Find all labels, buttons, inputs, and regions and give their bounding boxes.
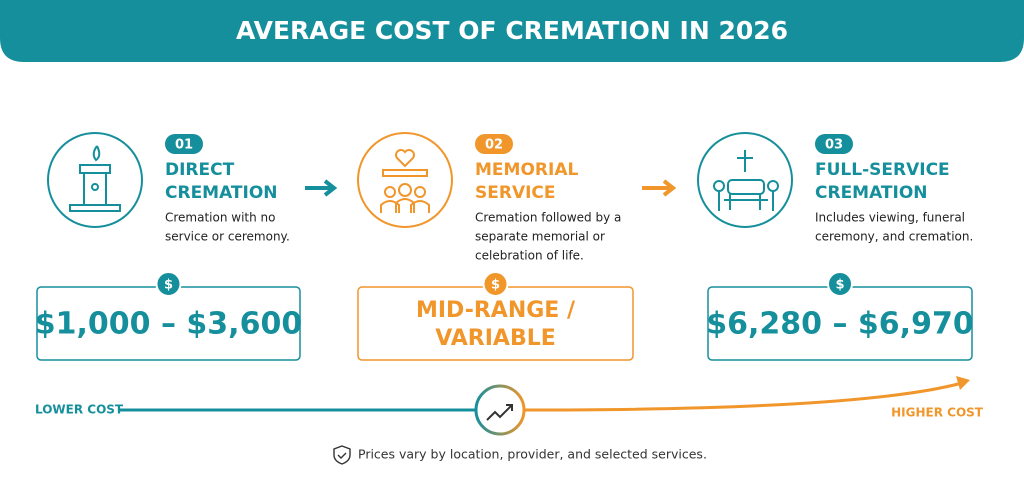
step-badge — [475, 134, 513, 154]
cost-icon-circle — [827, 271, 853, 297]
step-description: Cremation with no — [165, 211, 276, 225]
step-badge — [165, 134, 203, 154]
step-description: Includes viewing, funeral — [815, 211, 965, 225]
shield-icon — [333, 445, 351, 465]
step-description: celebration of life. — [475, 249, 584, 263]
icon-circle — [47, 132, 143, 228]
memorial-icon — [380, 149, 430, 213]
step-description: ceremony, and cremation. — [815, 230, 973, 244]
cost-icon: $ — [164, 278, 173, 293]
cost-text: $6,280 – $6,970 — [706, 307, 973, 342]
cost-icon-circle — [482, 271, 509, 297]
step-description: Cremation followed by a — [475, 211, 621, 225]
footnote: Prices vary by location, provider, and s… — [358, 447, 707, 462]
urn-icon — [69, 145, 121, 212]
low-label: LOWER COST — [35, 403, 124, 417]
step-number: 01 — [175, 138, 193, 153]
step-number: 02 — [485, 138, 503, 153]
step-title: FULL-SERVICE — [815, 160, 950, 180]
page-title: AVERAGE COST OF CREMATION IN 2026 — [236, 16, 788, 45]
icons — [47, 132, 793, 228]
cost-text: MID-RANGE / — [416, 298, 576, 323]
step-title: DIRECT — [165, 160, 235, 180]
step-number: 03 — [825, 138, 843, 153]
trend-icon — [486, 404, 513, 421]
cost-icon-circle — [155, 271, 182, 297]
step-title: CREMATION — [165, 183, 278, 203]
cost-text: $1,000 – $3,600 — [35, 307, 302, 342]
step-title: SERVICE — [475, 183, 556, 203]
step-title: MEMORIAL — [475, 160, 578, 180]
cost-text: VARIABLE — [435, 326, 556, 351]
step-title: CREMATION — [815, 183, 928, 203]
cost-icon: $ — [491, 278, 500, 293]
casket-icon — [713, 150, 779, 211]
trend-circle — [474, 384, 526, 436]
header-band — [0, 0, 1024, 62]
high-label: HIGHER COST — [891, 406, 984, 420]
scale-line-high — [523, 381, 963, 412]
step-arrow — [642, 179, 677, 197]
step-description: separate memorial or — [475, 230, 605, 244]
step-description: service or ceremony. — [165, 230, 290, 244]
step-arrow — [305, 179, 338, 197]
step-badge — [815, 134, 853, 154]
scale-arrowhead — [956, 376, 970, 390]
icon-circle — [357, 132, 453, 228]
cost-icon: $ — [835, 278, 844, 293]
icon-circle — [697, 132, 793, 228]
